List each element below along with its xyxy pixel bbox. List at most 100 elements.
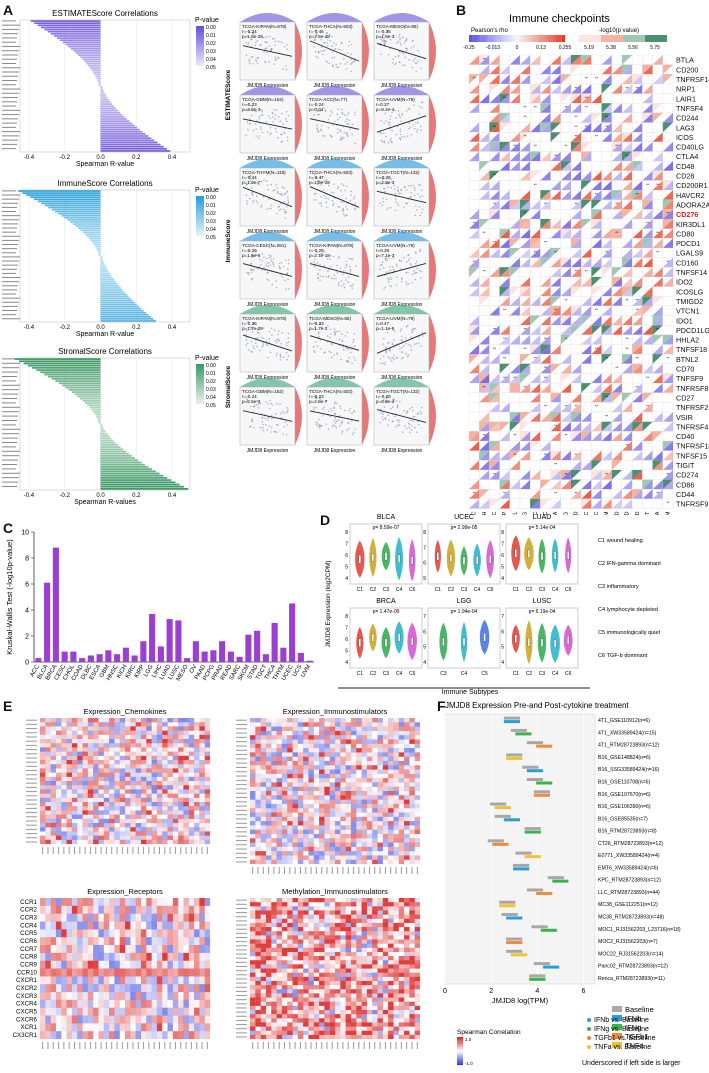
panel-a-scatter-point [248, 58, 251, 61]
panel-e-cell [151, 755, 157, 761]
panel-e-cell [71, 726, 78, 731]
panel-a-scatter-point [339, 62, 342, 65]
panel-a-scatter-point [269, 126, 272, 129]
panel-e-row-label [26, 774, 37, 776]
panel-b-rho-triangle [509, 479, 520, 490]
panel-b-p-triangle [591, 325, 602, 335]
panel-e-row-label [26, 719, 37, 721]
panel-b-cell [581, 392, 592, 403]
panel-c-xtick-label: UCS [292, 664, 304, 678]
panel-e-cell [178, 760, 184, 765]
panel-a-scatter-point [351, 285, 353, 287]
panel-e-cell [140, 755, 147, 761]
panel-a-scatter-point [418, 336, 421, 338]
panel-e-cell [71, 722, 78, 727]
panel-a-scatter-point [266, 131, 269, 134]
panel-a-scatter-point [336, 352, 338, 354]
panel-a-scatter-point [327, 39, 329, 41]
panel-a-scatter-point [335, 63, 337, 66]
panel-a-scatter-point [379, 202, 381, 204]
panel-a-scatter-point [344, 266, 347, 269]
panel-b-rho-triangle [601, 64, 612, 75]
panel-e-cell [119, 789, 126, 794]
panel-b-p-triangle [622, 209, 633, 220]
panel-b-rho-triangle [560, 161, 571, 171]
panel-d-xtick: C1 [435, 587, 442, 593]
panel-b-rho-colorbar-cell [523, 35, 526, 42]
panel-b-cell [601, 440, 612, 451]
panel-e-cell [98, 739, 104, 744]
panel-b-rho-triangle [509, 219, 520, 229]
panel-b-cell [611, 238, 623, 249]
panel-e-cell [45, 768, 51, 773]
panel-b-p-triangle [489, 122, 500, 133]
panel-a-ytick-label [2, 362, 20, 364]
panel-a-bar [100, 439, 114, 442]
panel-a-scatter-p: p=1.8e-3 [376, 34, 395, 39]
panel-b-rho-triangle [499, 161, 510, 171]
panel-a-scatter-point [321, 252, 324, 255]
panel-e-cell [103, 747, 110, 752]
panel-b-cell [540, 460, 551, 471]
panel-b-rho-triangle [652, 180, 663, 191]
panel-a-scatter-point [259, 44, 261, 46]
panel-e-cell [167, 734, 173, 740]
panel-e-cell [103, 835, 110, 840]
panel-a-xtick: -0.4 [24, 155, 35, 161]
panel-a-scatter-point [341, 138, 343, 140]
panel-a-scatter-point [329, 258, 331, 261]
panel-a-scatter-point [338, 284, 340, 286]
panel-e-cell [194, 831, 200, 836]
panel-e-cell [61, 743, 67, 748]
panel-b-rho-triangle [469, 286, 480, 297]
panel-e-cell [172, 810, 179, 815]
panel-a-bar [100, 481, 176, 484]
panel-b-p-triangle [540, 190, 551, 200]
panel-b-cell [479, 112, 490, 123]
panel-a-bar [100, 107, 117, 110]
panel-e-cell [98, 839, 104, 845]
panel-a-scatter-point [287, 114, 290, 117]
panel-e-cell [77, 835, 83, 840]
panel-e-cell [77, 730, 83, 735]
panel-e-cell [188, 806, 195, 811]
panel-a-scatter-point [353, 410, 356, 413]
panel-e-cell [98, 772, 104, 777]
panel-d-box [540, 638, 544, 647]
panel-e-cell [135, 806, 142, 811]
panel-b-gene-label: CD80 [676, 229, 694, 238]
panel-a-density-top [240, 159, 295, 168]
panel-b-sig-marker: ** [493, 346, 497, 351]
panel-a-scatter-r: r=-0.36 [242, 321, 257, 326]
panel-c-bar-MESO [184, 658, 191, 662]
panel-a-scatter-point [411, 282, 414, 284]
panel-e-cell [114, 760, 120, 765]
panel-b-cell [632, 431, 643, 442]
panel-a-scatter-point [387, 142, 389, 144]
panel-a-bar [89, 67, 101, 69]
panel-b-p-triangle [499, 421, 510, 432]
panel-e-cell [77, 739, 83, 744]
panel-b-sig-marker: ** [666, 355, 670, 360]
panel-a-legend-tick: 0.02 [206, 211, 216, 217]
panel-e-cell [156, 760, 163, 765]
panel-b-rho-colorbar-cell [502, 35, 505, 42]
panel-a-bar [87, 404, 101, 407]
panel-a-scatter-point [397, 189, 399, 192]
panel-e-cell [50, 751, 57, 756]
panel-b-rho-colorbar-cell [509, 35, 511, 42]
panel-b-rho-triangle [622, 479, 633, 490]
panel-e-cell [199, 781, 205, 786]
panel-e-cell [178, 751, 184, 756]
panel-b-rho-triangle [499, 469, 510, 480]
panel-a-colorbar-cell [196, 226, 204, 228]
panel-b-rho-triangle [571, 257, 582, 268]
panel-b-p-triangle [469, 74, 480, 84]
panel-e-cell [146, 818, 152, 824]
panel-a-bar [100, 468, 153, 470]
panel-a-colorbar-cell [196, 48, 204, 50]
panel-a-scatter-point [317, 422, 319, 424]
panel-b-cell [489, 257, 500, 268]
panel-e-row-label [26, 757, 37, 759]
panel-a-scatter-point [397, 110, 400, 112]
